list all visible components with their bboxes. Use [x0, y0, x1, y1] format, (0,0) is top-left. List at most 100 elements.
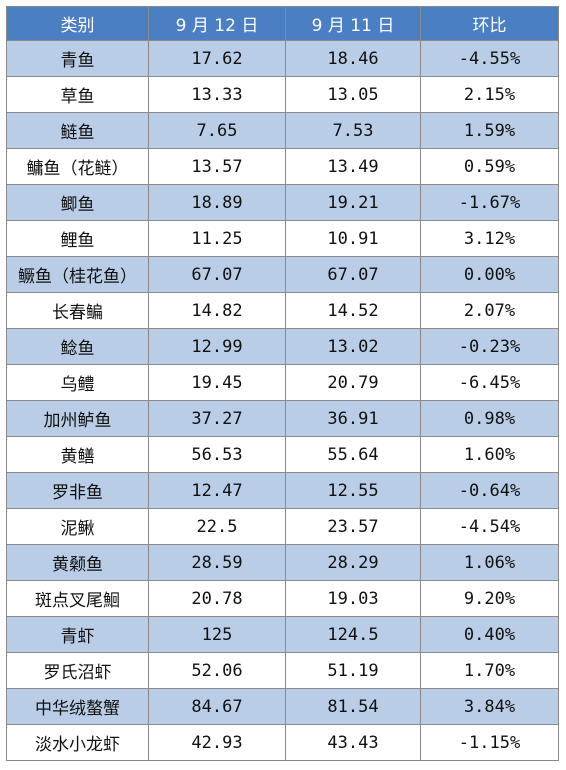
category-cell: 鲫鱼: [6, 184, 149, 221]
sep-11-price-cell: 20.79: [285, 364, 421, 401]
table-row: 青虾 125 124.5 0.40%: [6, 616, 559, 653]
category-cell: 加州鲈鱼: [6, 400, 149, 437]
table-row: 鲢鱼 7.65 7.53 1.59%: [6, 112, 559, 149]
sep-12-price-cell: 56.53: [148, 436, 286, 473]
table-row: 中华绒螯蟹 84.67 81.54 3.84%: [6, 688, 559, 725]
price-table-container: 类别 9 月 12 日 9 月 11 日 环比 青鱼 17.62 18.46 -4.5…: [6, 6, 559, 761]
sep-11-price-cell: 19.21: [285, 184, 421, 221]
table-row: 草鱼 13.33 13.05 2.15%: [6, 76, 559, 113]
category-cell: 长春鳊: [6, 292, 149, 329]
category-cell: 青虾: [6, 616, 149, 653]
change-cell: -6.45%: [420, 364, 559, 401]
sep-11-price-cell: 7.53: [285, 112, 421, 149]
category-cell: 淡水小龙虾: [6, 724, 149, 761]
change-cell: 1.70%: [420, 652, 559, 689]
sep-11-price-cell: 81.54: [285, 688, 421, 725]
sep-11-price-cell: 10.91: [285, 220, 421, 257]
change-cell: -4.54%: [420, 508, 559, 545]
change-cell: 3.12%: [420, 220, 559, 257]
change-cell: 3.84%: [420, 688, 559, 725]
change-cell: 2.07%: [420, 292, 559, 329]
category-cell: 黄颡鱼: [6, 544, 149, 581]
price-table: 类别 9 月 12 日 9 月 11 日 环比 青鱼 17.62 18.46 -4.5…: [6, 6, 559, 761]
change-cell: 1.06%: [420, 544, 559, 581]
sep-12-price-cell: 28.59: [148, 544, 286, 581]
sep-12-price-cell: 22.5: [148, 508, 286, 545]
table-row: 青鱼 17.62 18.46 -4.55%: [6, 40, 559, 77]
category-cell: 鲢鱼: [6, 112, 149, 149]
sep-12-price-cell: 14.82: [148, 292, 286, 329]
change-cell: 0.59%: [420, 148, 559, 185]
sep-11-price-cell: 13.49: [285, 148, 421, 185]
table-row: 加州鲈鱼 37.27 36.91 0.98%: [6, 400, 559, 437]
table-row: 黄鳝 56.53 55.64 1.60%: [6, 436, 559, 473]
change-cell: -1.15%: [420, 724, 559, 761]
sep-11-price-cell: 13.02: [285, 328, 421, 365]
sep-12-price-cell: 18.89: [148, 184, 286, 221]
sep-11-price-cell: 18.46: [285, 40, 421, 77]
change-cell: 0.00%: [420, 256, 559, 293]
sep-11-price-cell: 67.07: [285, 256, 421, 293]
table-row: 罗氏沼虾 52.06 51.19 1.70%: [6, 652, 559, 689]
header-sep-11: 9 月 11 日: [285, 6, 421, 41]
sep-12-price-cell: 84.67: [148, 688, 286, 725]
sep-12-price-cell: 13.57: [148, 148, 286, 185]
sep-12-price-cell: 13.33: [148, 76, 286, 113]
table-row: 鲶鱼 12.99 13.02 -0.23%: [6, 328, 559, 365]
sep-11-price-cell: 124.5: [285, 616, 421, 653]
sep-11-price-cell: 13.05: [285, 76, 421, 113]
table-row: 罗非鱼 12.47 12.55 -0.64%: [6, 472, 559, 509]
category-cell: 黄鳝: [6, 436, 149, 473]
sep-11-price-cell: 23.57: [285, 508, 421, 545]
category-cell: 泥鳅: [6, 508, 149, 545]
category-cell: 青鱼: [6, 40, 149, 77]
sep-11-price-cell: 12.55: [285, 472, 421, 509]
sep-12-price-cell: 12.99: [148, 328, 286, 365]
header-sep-12: 9 月 12 日: [148, 6, 286, 41]
sep-12-price-cell: 125: [148, 616, 286, 653]
change-cell: 0.40%: [420, 616, 559, 653]
sep-12-price-cell: 7.65: [148, 112, 286, 149]
sep-12-price-cell: 12.47: [148, 472, 286, 509]
category-cell: 罗非鱼: [6, 472, 149, 509]
sep-12-price-cell: 19.45: [148, 364, 286, 401]
category-cell: 中华绒螯蟹: [6, 688, 149, 725]
category-cell: 乌鳢: [6, 364, 149, 401]
table-row: 斑点叉尾鮰 20.78 19.03 9.20%: [6, 580, 559, 617]
change-cell: 9.20%: [420, 580, 559, 617]
table-header-row: 类别 9 月 12 日 9 月 11 日 环比: [6, 6, 559, 41]
sep-12-price-cell: 42.93: [148, 724, 286, 761]
change-cell: 1.59%: [420, 112, 559, 149]
table-row: 淡水小龙虾 42.93 43.43 -1.15%: [6, 724, 559, 761]
sep-12-price-cell: 52.06: [148, 652, 286, 689]
table-row: 长春鳊 14.82 14.52 2.07%: [6, 292, 559, 329]
sep-11-price-cell: 51.19: [285, 652, 421, 689]
change-cell: -1.67%: [420, 184, 559, 221]
sep-11-price-cell: 28.29: [285, 544, 421, 581]
category-cell: 罗氏沼虾: [6, 652, 149, 689]
sep-11-price-cell: 43.43: [285, 724, 421, 761]
change-cell: 2.15%: [420, 76, 559, 113]
change-cell: 0.98%: [420, 400, 559, 437]
change-cell: -4.55%: [420, 40, 559, 77]
sep-11-price-cell: 14.52: [285, 292, 421, 329]
category-cell: 鳜鱼（桂花鱼）: [6, 256, 149, 293]
change-cell: -0.23%: [420, 328, 559, 365]
change-cell: 1.60%: [420, 436, 559, 473]
table-row: 泥鳅 22.5 23.57 -4.54%: [6, 508, 559, 545]
table-row: 黄颡鱼 28.59 28.29 1.06%: [6, 544, 559, 581]
table-body: 青鱼 17.62 18.46 -4.55% 草鱼 13.33 13.05 2.15% 鲢鱼 7.6…: [6, 40, 559, 761]
sep-12-price-cell: 67.07: [148, 256, 286, 293]
sep-12-price-cell: 37.27: [148, 400, 286, 437]
table-row: 鲫鱼 18.89 19.21 -1.67%: [6, 184, 559, 221]
category-cell: 草鱼: [6, 76, 149, 113]
sep-11-price-cell: 19.03: [285, 580, 421, 617]
category-cell: 鳙鱼（花鲢）: [6, 148, 149, 185]
category-cell: 鲶鱼: [6, 328, 149, 365]
table-row: 鲤鱼 11.25 10.91 3.12%: [6, 220, 559, 257]
sep-12-price-cell: 20.78: [148, 580, 286, 617]
header-category: 类别: [6, 6, 149, 41]
category-cell: 鲤鱼: [6, 220, 149, 257]
category-cell: 斑点叉尾鮰: [6, 580, 149, 617]
sep-11-price-cell: 55.64: [285, 436, 421, 473]
